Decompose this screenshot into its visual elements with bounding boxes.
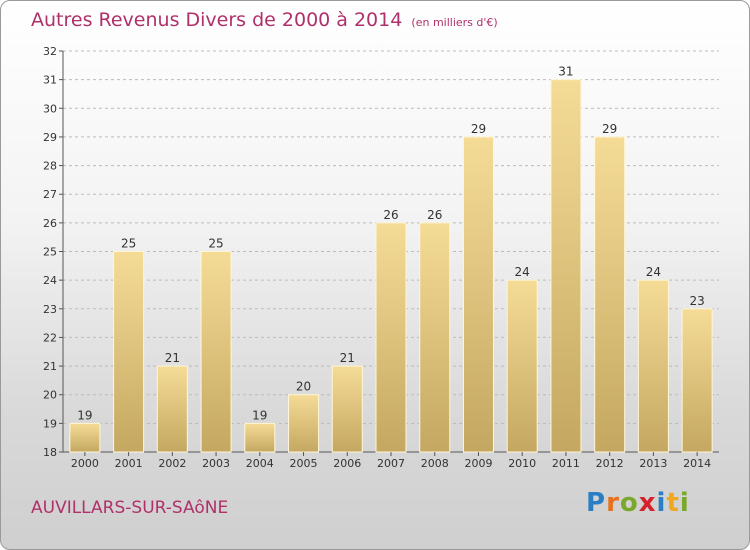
data-label-2004: 19 bbox=[252, 408, 267, 422]
x-tick-label-2012: 2012 bbox=[596, 457, 624, 470]
data-label-2014: 23 bbox=[689, 294, 704, 308]
x-tick-label-2011: 2011 bbox=[552, 457, 580, 470]
data-label-2003: 25 bbox=[208, 237, 223, 251]
logo-letter: i bbox=[679, 488, 690, 518]
y-tick-label: 28 bbox=[43, 160, 57, 173]
x-tick-label-2005: 2005 bbox=[290, 457, 318, 470]
y-tick-label: 19 bbox=[43, 417, 57, 430]
data-label-2011: 31 bbox=[558, 65, 573, 79]
bar-2008 bbox=[419, 222, 451, 453]
data-label-2007: 26 bbox=[383, 208, 398, 222]
bar-2014 bbox=[681, 308, 713, 453]
y-tick-label: 32 bbox=[43, 45, 57, 58]
x-tick-label-2004: 2004 bbox=[246, 457, 274, 470]
logo-letter: o bbox=[619, 488, 639, 518]
y-tick-label: 27 bbox=[43, 188, 57, 201]
town-name: AUVILLARS-SUR-SAôNE bbox=[31, 498, 229, 518]
x-tick-label-2009: 2009 bbox=[464, 457, 492, 470]
bars bbox=[69, 79, 713, 453]
logo-letter: r bbox=[606, 488, 620, 518]
x-tick-label-2000: 2000 bbox=[71, 457, 99, 470]
chart-title-main: Autres Revenus Divers de 2000 à 2014 bbox=[31, 9, 403, 31]
x-tick-label-2010: 2010 bbox=[508, 457, 536, 470]
y-tick-label: 23 bbox=[43, 303, 57, 316]
logo-letter: P bbox=[586, 488, 607, 518]
bar-2000 bbox=[69, 422, 101, 453]
x-tick-labels: 2000 2001 2002 2003 2004 2005 2006 2007 2008 2009… bbox=[71, 452, 711, 470]
bar-2010 bbox=[506, 279, 538, 453]
y-tick-label: 22 bbox=[43, 331, 57, 344]
bar-2011 bbox=[550, 79, 582, 453]
x-tick-label-2007: 2007 bbox=[377, 457, 405, 470]
bar-2001 bbox=[113, 251, 145, 453]
bar-2009 bbox=[462, 136, 494, 453]
logo-letter: i bbox=[656, 488, 667, 518]
y-tick-label: 18 bbox=[43, 446, 57, 459]
proxiti-logo: Proxiti bbox=[586, 488, 690, 518]
y-tick-label: 24 bbox=[43, 274, 57, 287]
y-tick-label: 29 bbox=[43, 131, 57, 144]
bar-2005 bbox=[288, 394, 320, 453]
bar-2013 bbox=[637, 279, 669, 453]
y-tick-label: 31 bbox=[43, 74, 57, 87]
x-tick-label-2008: 2008 bbox=[421, 457, 449, 470]
y-tick-label: 20 bbox=[43, 389, 57, 402]
x-tick-label-2002: 2002 bbox=[158, 457, 186, 470]
data-label-2013: 24 bbox=[646, 265, 661, 279]
chart-subtitle: (en milliers d'€) bbox=[411, 16, 498, 29]
bar-2007 bbox=[375, 222, 407, 453]
y-tick-label: 25 bbox=[43, 246, 57, 259]
data-label-2008: 26 bbox=[427, 208, 442, 222]
data-label-2005: 20 bbox=[296, 380, 311, 394]
x-tick-label-2001: 2001 bbox=[115, 457, 143, 470]
bar-2012 bbox=[594, 136, 626, 453]
bar-2006 bbox=[331, 365, 363, 453]
bar-2002 bbox=[156, 365, 188, 453]
logo-letter: x bbox=[638, 488, 657, 518]
data-label-2010: 24 bbox=[515, 265, 530, 279]
data-label-2001: 25 bbox=[121, 237, 136, 251]
data-label-2000: 19 bbox=[77, 408, 92, 422]
bar-2003 bbox=[200, 251, 232, 453]
data-label-2002: 21 bbox=[165, 351, 180, 365]
logo-letter: t bbox=[666, 488, 680, 518]
data-label-2006: 21 bbox=[340, 351, 355, 365]
data-labels: 19 25 21 25 19 20 21 26 26 29 24 31 29 24 23 bbox=[77, 65, 705, 423]
y-tick-label: 26 bbox=[43, 217, 57, 230]
chart-title: Autres Revenus Divers de 2000 à 2014 (en… bbox=[31, 9, 498, 31]
data-label-2009: 29 bbox=[471, 122, 486, 136]
y-tick-label: 30 bbox=[43, 102, 57, 115]
y-tick-labels: 18 19 20 21 22 23 24 25 26 27 28 29 30 31 32 bbox=[43, 45, 57, 459]
data-label-2012: 29 bbox=[602, 122, 617, 136]
x-tick-label-2006: 2006 bbox=[333, 457, 361, 470]
x-tick-label-2014: 2014 bbox=[683, 457, 711, 470]
x-tick-label-2013: 2013 bbox=[639, 457, 667, 470]
x-tick-label-2003: 2003 bbox=[202, 457, 230, 470]
bar-2004 bbox=[244, 422, 276, 453]
y-tick-label: 21 bbox=[43, 360, 57, 373]
